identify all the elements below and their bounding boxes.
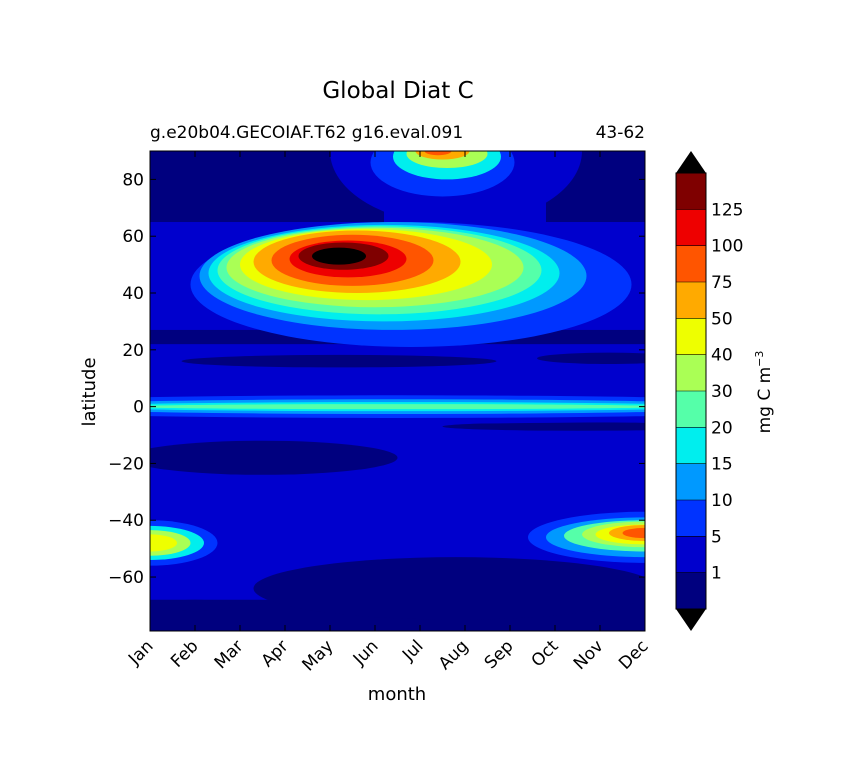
colorbar-tick-label: 75 [711,273,733,293]
y-tick-label: −40 [108,511,144,531]
colorbar-under-triangle [676,609,706,631]
plot-frame [149,150,646,632]
colorbar-tick-label: 5 [711,527,722,547]
colorbar-tick-label: 40 [711,346,733,366]
colorbar-swatch [676,500,706,537]
colorbar-tick-label: 125 [711,200,743,220]
contour-layer [150,151,645,631]
colorbar-swatch [676,318,706,355]
colorbar-swatch [676,209,706,246]
north-bloom-10 [312,247,366,265]
x-tick-label: Nov [570,636,608,674]
colorbar-swatch [676,245,706,282]
chart-subtitle-left: g.e20b04.GECOIAF.T62 g16.eval.091 [150,123,463,143]
x-tick-label: Apr [258,636,293,671]
colorbar-swatch [676,354,706,391]
antarctic-low [253,557,645,620]
x-tick-label: Jun [349,636,383,670]
chart-title: Global Diat C [322,78,473,104]
x-tick-label: Sep [481,636,518,673]
y-tick-label: 20 [122,341,144,361]
x-axis-label: month [368,684,426,705]
y-tick-label: 60 [122,227,144,247]
x-tick-label: Aug [435,636,473,674]
colorbar-tick-label: 20 [711,418,733,438]
subtropic-s-low [150,440,398,475]
y-tick-label: 40 [122,284,144,304]
subtropic-n-low [181,354,497,368]
colorbar-swatch [676,536,706,573]
y-tick-label: 80 [122,170,144,190]
colorbar-swatch [676,463,706,500]
x-tick-label: Jul [398,636,427,665]
y-axis: −60 −40 −20 0 20 40 60 80 [108,170,645,588]
y-tick-label: −20 [108,454,144,474]
south-bloom-jan-3 [150,534,177,552]
chart-subtitle-right: 43-62 [596,123,645,143]
colorbar-swatch [676,173,706,210]
colorbar-label-exponent: −3 [753,351,766,367]
colorbar-tick-label: 100 [711,237,743,257]
south-bloom-dec-6 [622,527,645,539]
x-tick-label: Jan [124,636,157,669]
colorbar-swatch [676,427,706,464]
subtropic-n-low2 [537,352,645,365]
y-axis-label: latitude [79,357,100,426]
x-tick-label: Oct [528,636,563,671]
x-tick-label: Mar [211,636,248,673]
colorbar-tick-label: 50 [711,309,733,329]
colorbar-tick-label: 1 [711,564,722,584]
colorbar-tick-label: 15 [711,455,733,475]
x-tick-label: Dec [615,636,652,673]
x-tick-label: Feb [167,636,202,671]
equatorial-band-4 [150,404,645,410]
subtropic-s-low2 [442,422,645,431]
colorbar-swatch [676,572,706,609]
colorbar-tick-label: 10 [711,491,733,511]
y-tick-label: −60 [108,568,144,588]
plot-area [149,150,646,632]
colorbar-swatch [676,391,706,428]
colorbar-tick-label: 30 [711,382,733,402]
y-tick-label: 0 [133,398,144,418]
x-tick-label: May [299,636,338,675]
colorbar-over-triangle [676,151,706,173]
colorbar-label: mg C m−3 [753,351,775,434]
arctic-summer-4 [424,151,452,156]
colorbar-label-text: mg C m [755,367,775,434]
antarctic-low2 [159,599,231,612]
colorbar-swatch [676,282,706,319]
